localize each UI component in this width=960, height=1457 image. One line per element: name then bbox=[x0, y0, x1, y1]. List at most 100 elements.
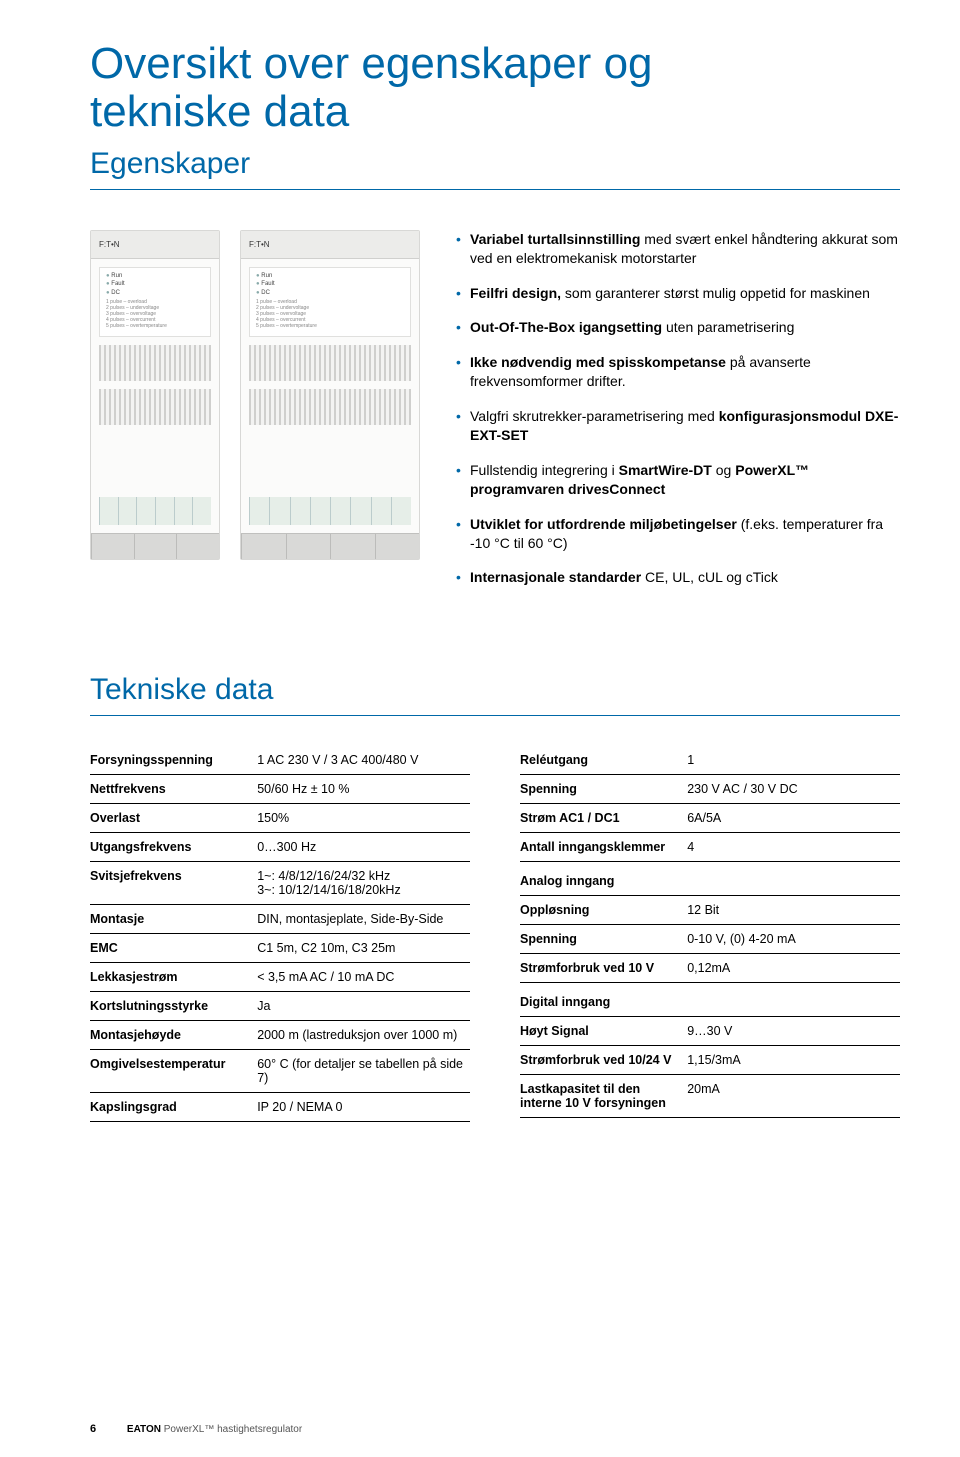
table-heading: Analog inngang bbox=[520, 862, 900, 896]
bullet-4: Ikke nødvendig med spisskompetanse på av… bbox=[456, 353, 900, 391]
cell-value: < 3,5 mA AC / 10 mA DC bbox=[257, 963, 470, 992]
device-image-small: F:T•N RunFaultDC 1 pulse – overload2 pul… bbox=[90, 230, 220, 560]
table-row: Reléutgang1 bbox=[520, 746, 900, 775]
cell-value: 4 bbox=[687, 833, 900, 862]
cell-label: Omgivelsestemperatur bbox=[90, 1050, 257, 1093]
page-title-block: Oversikt over egenskaper og tekniske dat… bbox=[90, 40, 900, 137]
page-footer: 6 EATON PowerXL™ hastighetsregulator bbox=[90, 1423, 302, 1435]
cell-value: 20mA bbox=[687, 1075, 900, 1118]
cell-label: Strømforbruk ved 10 V bbox=[520, 954, 687, 983]
table-row: Forsyningsspenning1 AC 230 V / 3 AC 400/… bbox=[90, 746, 470, 775]
right-table: Reléutgang1Spenning230 V AC / 30 V DCStr… bbox=[520, 746, 900, 1118]
cell-label: Spenning bbox=[520, 925, 687, 954]
feature-bullets: Variabel turtallsinnstilling med svært e… bbox=[456, 230, 900, 604]
table-heading-row: Digital inngang bbox=[520, 983, 900, 1017]
cell-label: Antall inngangsklemmer bbox=[520, 833, 687, 862]
table-row: Overlast150% bbox=[90, 804, 470, 833]
cell-value: IP 20 / NEMA 0 bbox=[257, 1093, 470, 1122]
cell-value: DIN, montasjeplate, Side-By-Side bbox=[257, 905, 470, 934]
product-images: F:T•N RunFaultDC 1 pulse – overload2 pul… bbox=[90, 230, 420, 604]
bullet-2: Feilfri design, som garanterer størst mu… bbox=[456, 284, 900, 303]
section2-title: Tekniske data bbox=[90, 673, 900, 707]
cell-label: Strøm AC1 / DC1 bbox=[520, 804, 687, 833]
cell-value: Ja bbox=[257, 992, 470, 1021]
cell-value: 50/60 Hz ± 10 % bbox=[257, 775, 470, 804]
cell-value: 1~: 4/8/12/16/24/32 kHz3~: 10/12/14/16/1… bbox=[257, 862, 470, 905]
cell-label: Montasjehøyde bbox=[90, 1021, 257, 1050]
bullet-8: Internasjonale standarder CE, UL, cUL og… bbox=[456, 568, 900, 587]
cell-value: 1 bbox=[687, 746, 900, 775]
device-image-large: F:T•N RunFaultDC 1 pulse – overload2 pul… bbox=[240, 230, 420, 560]
cell-label: Oppløsning bbox=[520, 896, 687, 925]
cell-label: Strømforbruk ved 10/24 V bbox=[520, 1046, 687, 1075]
page-title-line1: Oversikt over egenskaper og bbox=[90, 40, 900, 88]
footer-brand: EATON bbox=[127, 1424, 161, 1435]
divider bbox=[90, 189, 900, 190]
cell-value: C1 5m, C2 10m, C3 25m bbox=[257, 934, 470, 963]
footer-product: PowerXL™ hastighetsregulator bbox=[161, 1424, 302, 1435]
cell-value: 2000 m (lastreduksjon over 1000 m) bbox=[257, 1021, 470, 1050]
table-row: Montasjehøyde2000 m (lastreduksjon over … bbox=[90, 1021, 470, 1050]
table-row: Svitsjefrekvens1~: 4/8/12/16/24/32 kHz3~… bbox=[90, 862, 470, 905]
cell-value: 0,12mA bbox=[687, 954, 900, 983]
bullet-3: Out-Of-The-Box igangsetting uten paramet… bbox=[456, 318, 900, 337]
table-heading-row: Analog inngang bbox=[520, 862, 900, 896]
left-table: Forsyningsspenning1 AC 230 V / 3 AC 400/… bbox=[90, 746, 470, 1122]
cell-label: Utgangsfrekvens bbox=[90, 833, 257, 862]
bullet-1: Variabel turtallsinnstilling med svært e… bbox=[456, 230, 900, 268]
cell-label: Reléutgang bbox=[520, 746, 687, 775]
cell-label: Høyt Signal bbox=[520, 1017, 687, 1046]
page-title-line2: tekniske data bbox=[90, 88, 900, 136]
divider-2 bbox=[90, 715, 900, 716]
table-row: Høyt Signal9…30 V bbox=[520, 1017, 900, 1046]
table-row: Strømforbruk ved 10/24 V1,15/3mA bbox=[520, 1046, 900, 1075]
table-row: KapslingsgradIP 20 / NEMA 0 bbox=[90, 1093, 470, 1122]
cell-label: Montasje bbox=[90, 905, 257, 934]
cell-value: 12 Bit bbox=[687, 896, 900, 925]
table-row: Strøm AC1 / DC16A/5A bbox=[520, 804, 900, 833]
cell-value: 1,15/3mA bbox=[687, 1046, 900, 1075]
table-row: Strømforbruk ved 10 V0,12mA bbox=[520, 954, 900, 983]
bullet-7: Utviklet for utfordrende miljøbetingelse… bbox=[456, 515, 900, 553]
cell-value: 1 AC 230 V / 3 AC 400/480 V bbox=[257, 746, 470, 775]
section1-title: Egenskaper bbox=[90, 147, 900, 181]
cell-label: Spenning bbox=[520, 775, 687, 804]
cell-value: 150% bbox=[257, 804, 470, 833]
left-column: Forsyningsspenning1 AC 230 V / 3 AC 400/… bbox=[90, 746, 470, 1122]
table-heading: Digital inngang bbox=[520, 983, 900, 1017]
cell-value: 0…300 Hz bbox=[257, 833, 470, 862]
table-row: EMCC1 5m, C2 10m, C3 25m bbox=[90, 934, 470, 963]
cell-value: 9…30 V bbox=[687, 1017, 900, 1046]
bullet-6: Fullstendig integrering i SmartWire-DT o… bbox=[456, 461, 900, 499]
table-row: Oppløsning12 Bit bbox=[520, 896, 900, 925]
cell-label: Forsyningsspenning bbox=[90, 746, 257, 775]
table-row: Spenning0-10 V, (0) 4-20 mA bbox=[520, 925, 900, 954]
cell-label: Lastkapasitet til den interne 10 V forsy… bbox=[520, 1075, 687, 1118]
cell-label: EMC bbox=[90, 934, 257, 963]
cell-value: 230 V AC / 30 V DC bbox=[687, 775, 900, 804]
cell-label: Nettfrekvens bbox=[90, 775, 257, 804]
table-row: Nettfrekvens50/60 Hz ± 10 % bbox=[90, 775, 470, 804]
cell-value: 6A/5A bbox=[687, 804, 900, 833]
cell-label: Kapslingsgrad bbox=[90, 1093, 257, 1122]
table-row: KortslutningsstyrkeJa bbox=[90, 992, 470, 1021]
cell-label: Svitsjefrekvens bbox=[90, 862, 257, 905]
bullet-5: Valgfri skrutrekker-parametrisering med … bbox=[456, 407, 900, 445]
table-row: Antall inngangsklemmer4 bbox=[520, 833, 900, 862]
table-row: Utgangsfrekvens0…300 Hz bbox=[90, 833, 470, 862]
cell-label: Overlast bbox=[90, 804, 257, 833]
table-row: Omgivelsestemperatur60° C (for detaljer … bbox=[90, 1050, 470, 1093]
page-number: 6 bbox=[90, 1423, 96, 1435]
table-row: Lekkasjestrøm< 3,5 mA AC / 10 mA DC bbox=[90, 963, 470, 992]
table-row: Spenning230 V AC / 30 V DC bbox=[520, 775, 900, 804]
cell-label: Kortslutningsstyrke bbox=[90, 992, 257, 1021]
cell-value: 0-10 V, (0) 4-20 mA bbox=[687, 925, 900, 954]
right-column: Reléutgang1Spenning230 V AC / 30 V DCStr… bbox=[520, 746, 900, 1122]
top-section: F:T•N RunFaultDC 1 pulse – overload2 pul… bbox=[90, 230, 900, 604]
table-row: MontasjeDIN, montasjeplate, Side-By-Side bbox=[90, 905, 470, 934]
table-row: Lastkapasitet til den interne 10 V forsy… bbox=[520, 1075, 900, 1118]
page: Oversikt over egenskaper og tekniske dat… bbox=[0, 0, 960, 1457]
tech-data-tables: Forsyningsspenning1 AC 230 V / 3 AC 400/… bbox=[90, 746, 900, 1122]
cell-label: Lekkasjestrøm bbox=[90, 963, 257, 992]
cell-value: 60° C (for detaljer se tabellen på side … bbox=[257, 1050, 470, 1093]
